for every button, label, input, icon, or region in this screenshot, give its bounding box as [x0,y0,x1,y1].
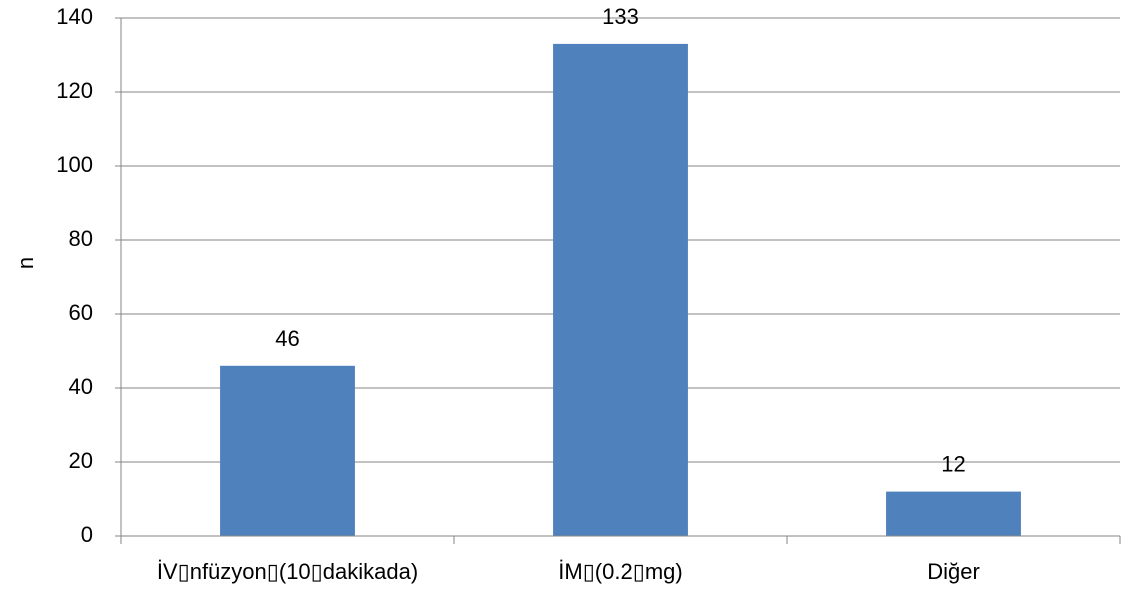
y-tick-label: 140 [56,4,93,29]
y-tick-label: 40 [69,374,93,399]
bar [886,492,1021,536]
x-tick-label: Diğer [927,559,980,584]
labels: 0 20 40 60 80 100 120 140 46 İV▯nfüzyon▯(10▯dakik… [56,4,980,584]
data-label: 133 [602,4,639,29]
data-label: 12 [941,452,965,477]
x-tick-label: İM▯(0.2▯mg) [558,559,682,584]
bar [220,366,355,536]
y-tick-label: 80 [69,226,93,251]
data-label: 46 [275,326,299,351]
y-tick-label: 60 [69,300,93,325]
y-tick-label: 0 [81,522,93,547]
x-tick-label: İV▯nfüzyon▯(10▯dakikada) [157,559,418,584]
y-tick-label: 100 [56,152,93,177]
y-axis-title: n [13,257,38,269]
bar [553,44,688,536]
y-tick-label: 20 [69,448,93,473]
y-tick-label: 120 [56,78,93,103]
